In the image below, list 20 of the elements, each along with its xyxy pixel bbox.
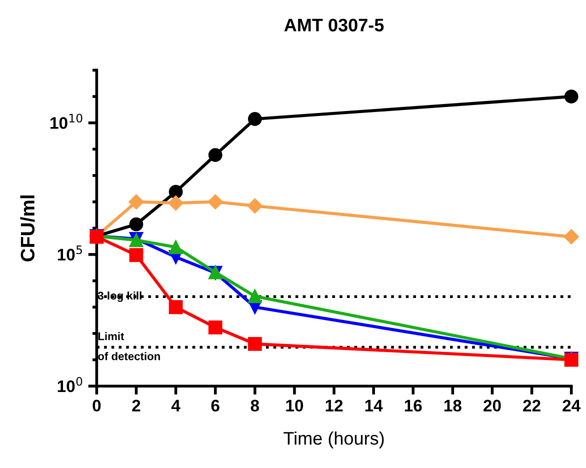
x-tick-label: 10 bbox=[286, 400, 304, 412]
x-tick-label: 16 bbox=[404, 400, 422, 412]
x-tick-label: 20 bbox=[484, 400, 501, 412]
x-tick-label: 14 bbox=[365, 400, 383, 412]
ref-line-label: Limit of detection bbox=[98, 332, 160, 360]
y-axis-title: CFU/ml bbox=[20, 196, 35, 262]
x-tick-label: 8 bbox=[250, 400, 260, 412]
x-tick-label: 12 bbox=[326, 400, 343, 412]
x-tick-label: 2 bbox=[132, 400, 140, 412]
x-tick-label: 24 bbox=[562, 400, 581, 412]
x-tick-label: 0 bbox=[92, 400, 101, 412]
y-tick-label: 10$^{10}$ bbox=[50, 114, 82, 129]
chart-title: AMT 0307-5 bbox=[284, 18, 384, 32]
x-tick-label: 22 bbox=[523, 400, 540, 412]
x-tick-label: 4 bbox=[171, 400, 180, 412]
x-axis-title: Time (hours) bbox=[284, 432, 384, 448]
y-tick-label: 10$^{0}$ bbox=[58, 376, 82, 392]
x-tick-label: 18 bbox=[444, 400, 462, 412]
x-tick-label: 6 bbox=[211, 400, 220, 412]
y-tick-label: 10$^{5}$ bbox=[58, 246, 82, 261]
